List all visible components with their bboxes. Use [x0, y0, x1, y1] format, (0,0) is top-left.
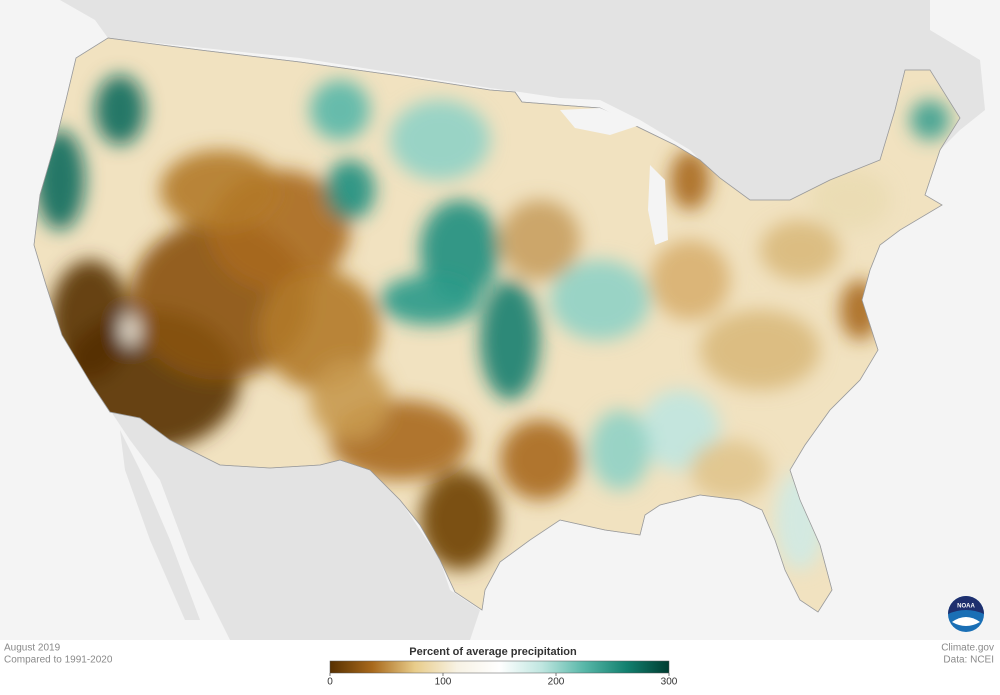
precip-patch — [420, 470, 500, 570]
data-credit: Data: NCEI — [943, 655, 994, 666]
precip-patch — [500, 420, 580, 500]
precip-patch — [160, 150, 280, 230]
mexico-land — [110, 410, 480, 640]
site-credit: Climate.gov — [941, 643, 994, 654]
precip-patch — [700, 310, 820, 390]
precip-patch — [670, 150, 710, 210]
legend-tick-label: 300 — [661, 677, 678, 688]
precip-patch — [650, 240, 730, 320]
precip-patch — [690, 440, 770, 500]
precip-patch — [590, 410, 650, 490]
baseline-label: Compared to 1991-2020 — [4, 655, 113, 666]
logo-wave — [952, 617, 980, 626]
colorbar — [329, 660, 670, 674]
precip-patch — [500, 200, 580, 280]
precip-patch — [325, 160, 375, 220]
logo-text: NOAA — [957, 604, 975, 610]
precip-patch — [480, 280, 540, 400]
precip-patch — [120, 315, 140, 345]
legend-ticks: 0 100 200 300 — [327, 673, 678, 688]
precip-patch — [910, 100, 950, 140]
precip-patch — [310, 360, 390, 440]
precip-patch — [420, 200, 500, 300]
precip-patch — [380, 275, 480, 325]
period-label: August 2019 — [4, 643, 61, 654]
legend-tick-label: 0 — [327, 677, 333, 688]
precip-patch — [390, 100, 490, 180]
canada-land — [60, 0, 985, 225]
us-outline — [33, 37, 961, 613]
precip-patch — [640, 390, 720, 470]
baja-land — [120, 430, 200, 620]
precip-patch — [760, 220, 840, 280]
lake-michigan — [648, 165, 668, 245]
lake-superior — [560, 108, 640, 135]
precip-patch — [810, 170, 890, 230]
legend-tick-label: 100 — [435, 677, 452, 688]
precip-patch — [310, 80, 370, 140]
precip-patch — [550, 260, 650, 340]
logo-top — [948, 596, 984, 614]
legend-title: Percent of average precipitation — [409, 646, 577, 658]
noaa-logo[interactable]: NOAA — [948, 596, 984, 632]
legend-tick-label: 200 — [548, 677, 565, 688]
precip-patch — [95, 75, 145, 145]
